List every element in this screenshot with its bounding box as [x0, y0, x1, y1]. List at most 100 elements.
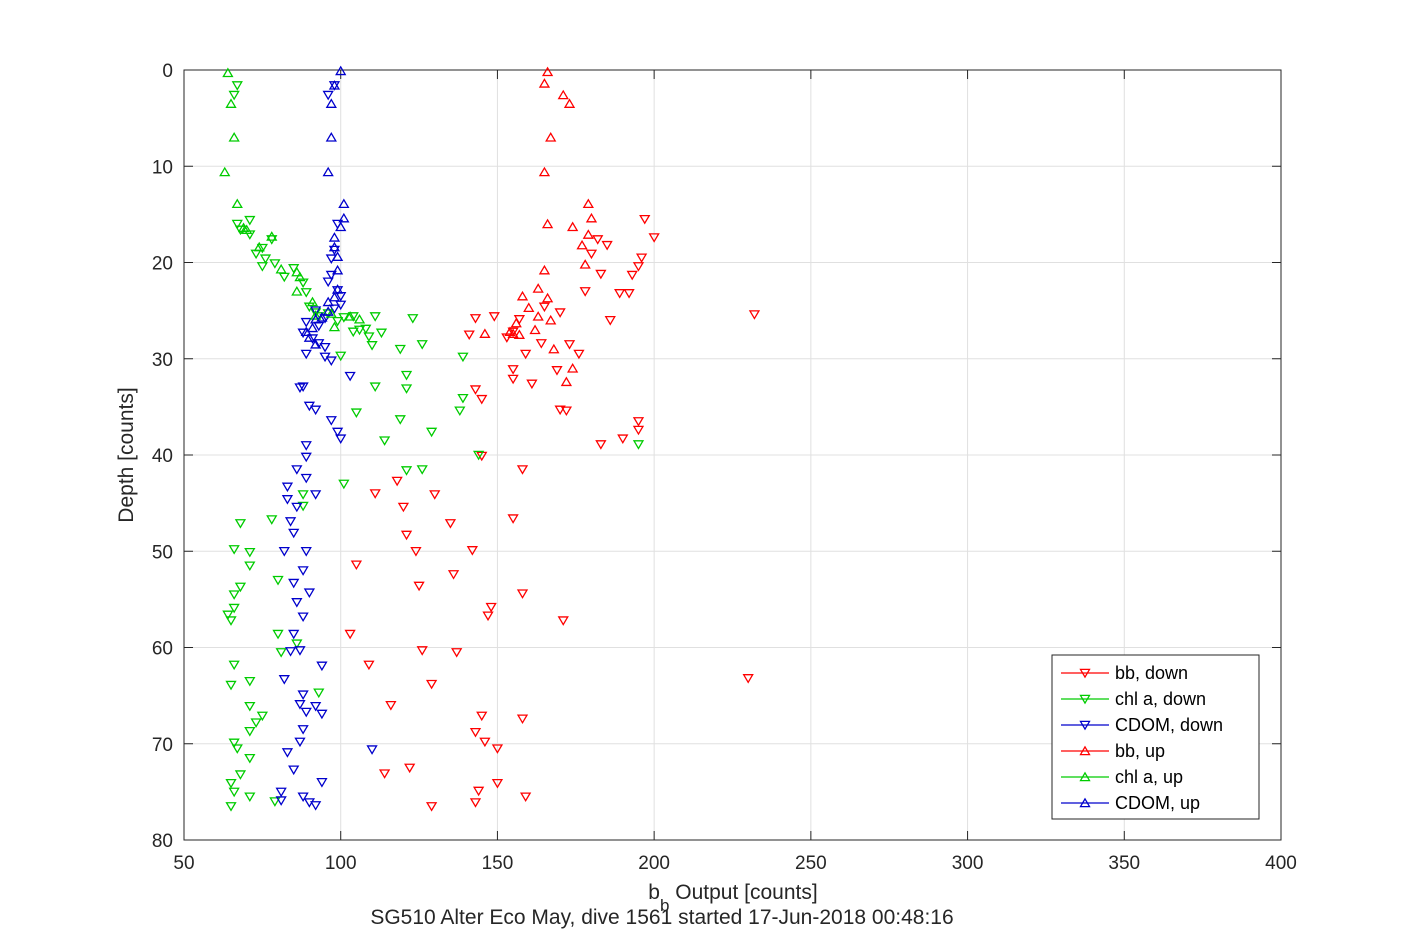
data-point	[353, 325, 366, 336]
data-point	[281, 748, 294, 758]
data-point	[635, 253, 648, 264]
data-point	[626, 270, 638, 281]
data-point	[394, 415, 406, 425]
data-point	[244, 561, 256, 572]
data-point	[266, 231, 278, 241]
data-point	[310, 313, 322, 324]
data-point	[476, 394, 488, 405]
data-point	[538, 264, 551, 275]
data-point	[331, 316, 344, 327]
y-tick-label: 40	[152, 446, 173, 467]
data-point	[244, 792, 256, 803]
data-point	[429, 490, 441, 500]
data-point	[482, 611, 494, 622]
data-point	[344, 371, 356, 382]
data-point	[288, 528, 300, 539]
x-axis-label-main: b	[648, 881, 660, 904]
data-point	[297, 612, 309, 623]
data-point	[331, 427, 344, 438]
data-point	[234, 519, 247, 529]
data-point	[410, 547, 422, 557]
data-point	[300, 707, 312, 718]
data-point	[560, 406, 573, 417]
data-point	[253, 241, 265, 252]
data-point	[476, 451, 488, 462]
data-point	[516, 465, 529, 475]
data-point	[316, 709, 328, 720]
data-point	[294, 646, 306, 656]
data-point	[516, 290, 529, 301]
data-point	[350, 560, 363, 571]
data-point	[244, 726, 256, 737]
data-point	[284, 517, 297, 527]
data-point	[228, 590, 240, 600]
data-point	[231, 744, 243, 754]
data-point	[366, 341, 378, 351]
data-point	[244, 547, 256, 558]
data-point	[507, 514, 519, 524]
data-point	[291, 639, 303, 649]
y-tick-label: 10	[152, 157, 173, 178]
data-point	[554, 405, 566, 416]
data-point	[225, 98, 237, 108]
data-point	[338, 212, 350, 223]
data-point	[322, 277, 334, 288]
series-0	[344, 214, 761, 812]
data-point	[447, 570, 460, 580]
legend-box	[1051, 654, 1260, 820]
data-point	[288, 765, 300, 776]
data-point	[319, 342, 331, 353]
data-point	[444, 519, 457, 529]
data-point	[300, 441, 312, 451]
data-point	[225, 802, 237, 812]
data-point	[520, 349, 532, 360]
data-point	[219, 166, 231, 177]
data-point	[294, 737, 306, 748]
data-point	[328, 241, 341, 252]
data-point	[288, 629, 300, 640]
data-point	[325, 356, 337, 367]
data-point	[244, 701, 256, 712]
data-point	[234, 225, 247, 236]
data-point	[523, 302, 535, 312]
data-point	[366, 745, 378, 755]
data-point	[563, 98, 576, 108]
data-point	[639, 214, 651, 225]
data-point	[328, 80, 341, 90]
data-point	[250, 718, 262, 728]
data-point	[541, 66, 554, 77]
data-point	[300, 288, 312, 298]
data-point	[579, 287, 591, 297]
data-point	[300, 547, 312, 557]
data-point	[582, 198, 594, 209]
data-point	[535, 339, 547, 349]
data-point	[516, 589, 529, 599]
data-point	[632, 417, 645, 427]
data-point	[363, 660, 375, 671]
data-point	[378, 436, 391, 446]
x-axis-label-sub: b	[660, 896, 669, 915]
data-point	[400, 466, 413, 476]
data-point	[338, 313, 350, 323]
data-point	[322, 166, 334, 177]
data-point	[538, 302, 551, 313]
data-point	[331, 286, 344, 296]
y-tick-label: 0	[162, 61, 173, 82]
y-tick-label: 60	[152, 639, 173, 660]
data-point	[385, 701, 397, 711]
data-point	[469, 314, 482, 324]
data-point	[322, 296, 334, 307]
data-point	[325, 308, 337, 318]
data-point	[266, 515, 278, 525]
data-point	[344, 629, 356, 640]
data-point	[416, 340, 428, 350]
data-point	[291, 465, 303, 475]
data-point	[476, 711, 488, 722]
data-point	[338, 479, 350, 490]
data-point	[291, 266, 303, 277]
data-point	[592, 235, 604, 245]
data-point	[259, 254, 272, 264]
data-point	[316, 778, 328, 788]
data-point	[538, 78, 551, 88]
data-point	[369, 382, 381, 392]
